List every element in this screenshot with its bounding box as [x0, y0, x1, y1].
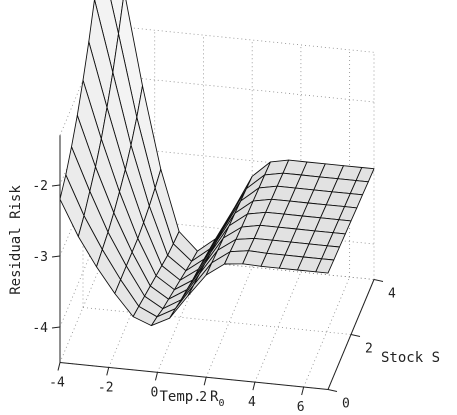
grid-line [254, 271, 302, 383]
y-axis-label: Stock S [381, 350, 440, 366]
z-tick-label: -4 [32, 321, 48, 336]
axes-layer: -4 -2 0 2 4 6 024-2-3-4 [32, 135, 396, 415]
z-axis-label: Residual Risk [8, 185, 24, 295]
x-axis-label-main: Temp. R [159, 389, 219, 405]
x-axis-line [59, 362, 329, 390]
x-tick-label: 0 [151, 385, 159, 400]
x-tick-label: -2 [98, 380, 114, 395]
x-axis-label-subscript: 0 [218, 398, 224, 409]
surface-layer [59, 0, 375, 327]
y-tick [350, 334, 361, 337]
x-tick-label: 2 [199, 390, 207, 405]
x-tick [57, 362, 61, 371]
x-tick-label: 6 [297, 400, 305, 415]
z-tick [51, 255, 61, 258]
y-tick-label: 4 [388, 287, 396, 302]
y-tick-label: 0 [342, 397, 350, 412]
x-tick [203, 377, 207, 386]
grid-line [205, 267, 253, 378]
grid-line [82, 307, 352, 335]
x-tick [301, 386, 305, 396]
z-tick [51, 326, 61, 329]
y-tick-label: 2 [365, 342, 373, 357]
surface-patch [315, 258, 335, 274]
x-axis-label: Temp. R0 [159, 389, 224, 409]
x-tick [252, 382, 256, 391]
y-tick [327, 389, 338, 392]
x-tick-label: 4 [248, 395, 256, 410]
y-tick [373, 279, 384, 282]
grid-line [105, 74, 375, 103]
z-tick [51, 184, 61, 187]
x-tick-label: -4 [49, 376, 65, 391]
x-tick [154, 372, 158, 381]
z-tick-label: -3 [32, 250, 48, 265]
z-tick-label: -2 [32, 179, 48, 194]
grid-line [105, 24, 375, 53]
x-tick [106, 367, 110, 376]
